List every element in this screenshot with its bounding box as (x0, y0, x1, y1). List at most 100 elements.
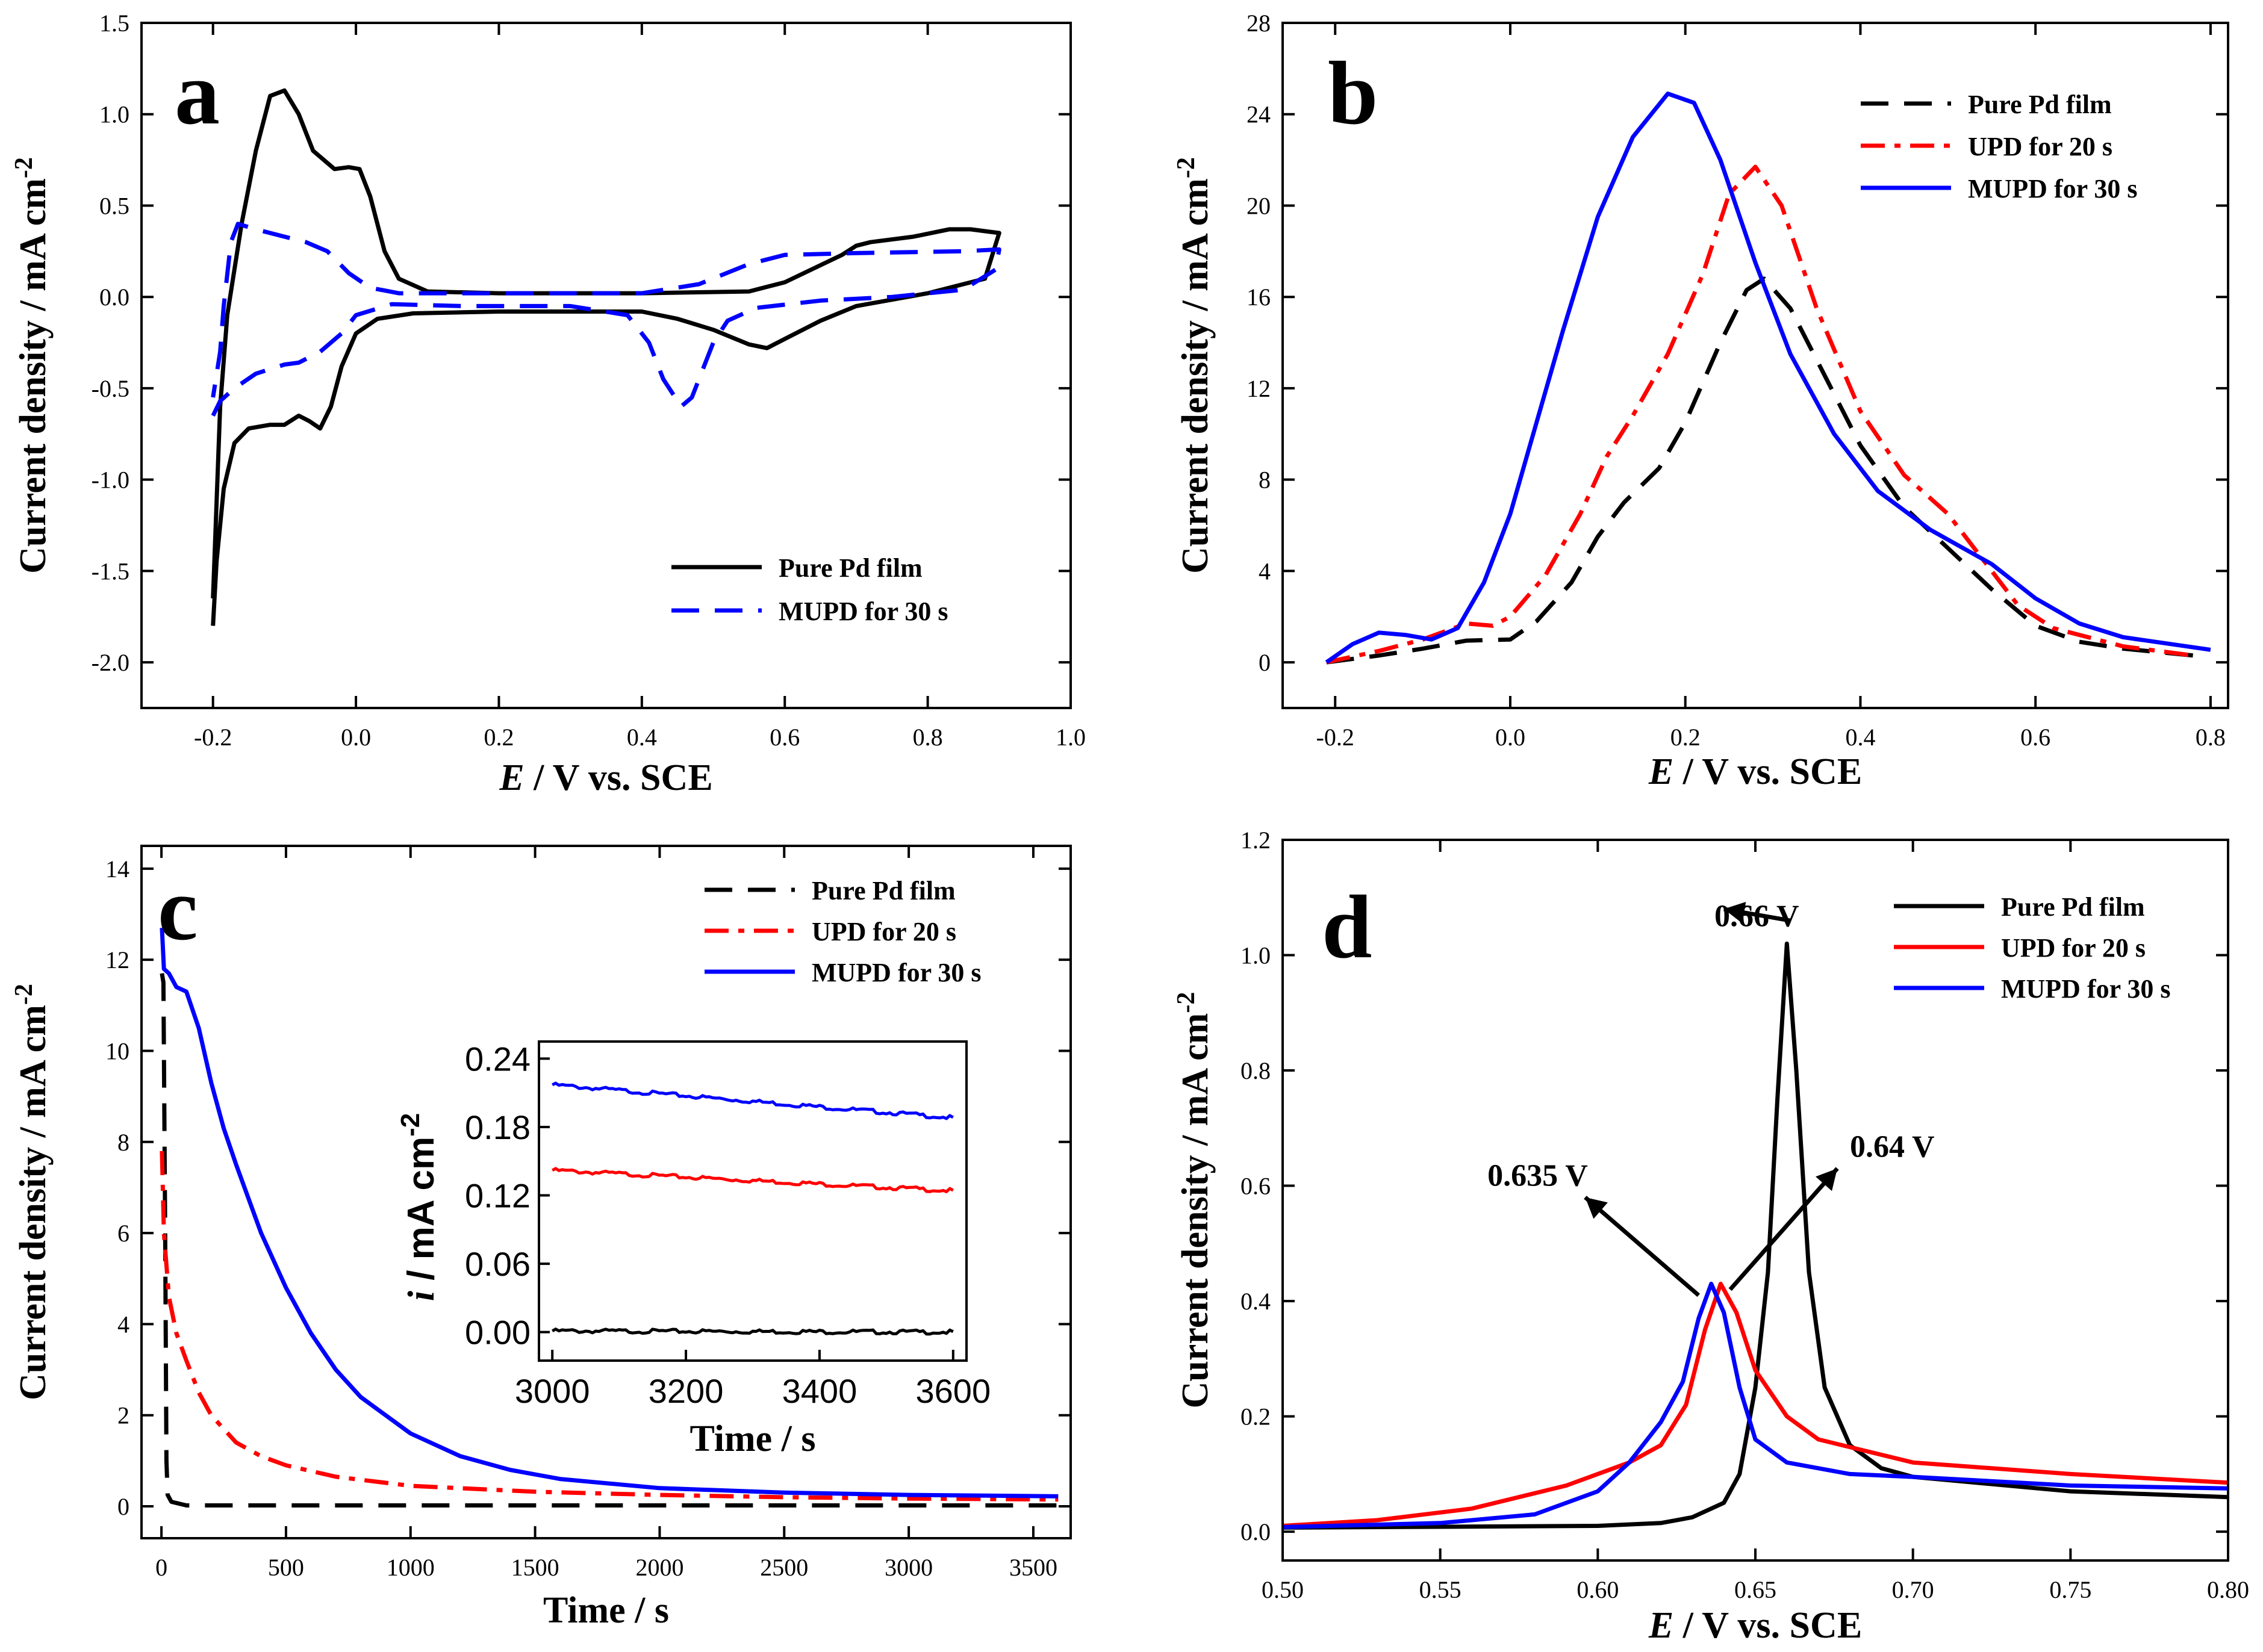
legend-label: MUPD for 30 s (779, 597, 948, 626)
x-tick-label: 0.6 (2020, 724, 2050, 751)
annotation-arrowhead (1585, 1197, 1608, 1219)
inset-x-tick-label: 3200 (649, 1372, 724, 1410)
inset-y-tick-label: 0.18 (465, 1108, 531, 1146)
x-tick-label: -0.2 (1316, 724, 1354, 751)
inset-series-line (551, 1327, 954, 1336)
x-tick-label: 0.4 (627, 724, 657, 751)
x-axis-title: E / V vs. SCE (1648, 751, 1862, 792)
x-tick-label: 0.4 (1845, 724, 1875, 751)
x-tick-label: 500 (268, 1554, 304, 1581)
annotation-arrowhead (1723, 902, 1746, 924)
y-tick-label: 0.2 (1240, 1403, 1271, 1430)
y-tick-label: 8 (117, 1129, 129, 1156)
y-tick-label: 0.6 (1240, 1173, 1271, 1200)
x-tick-label: 0.80 (2207, 1576, 2249, 1603)
y-tick-label: 12 (1247, 375, 1271, 402)
plot-frame-a (140, 22, 1072, 709)
x-tick-label: 0.6 (770, 724, 800, 751)
y-axis-title-sup: -2 (1172, 157, 1200, 178)
y-tick-label: 0.0 (99, 284, 129, 311)
y-axis-title-text: Current density / mA cm (1175, 178, 1216, 574)
y-tick-label: 20 (1247, 192, 1271, 219)
y-tick-label: 10 (105, 1037, 129, 1064)
series-line-c-1 (160, 1150, 1059, 1502)
y-tick-label: 4 (1259, 557, 1271, 585)
x-tick-label: 1.0 (1056, 724, 1086, 751)
y-axis-title-text: Current density / mA cm (13, 178, 54, 574)
panel-label: b (1328, 43, 1378, 143)
y-tick-label: 2 (117, 1402, 129, 1429)
x-tick-label: 0.0 (341, 724, 371, 751)
legend-label: Pure Pd film (2001, 892, 2145, 922)
y-tick-label: 0.0 (1240, 1518, 1271, 1545)
x-tick-label: 3000 (885, 1554, 933, 1581)
x-tick-label: 0.8 (913, 724, 943, 751)
inset-frame (538, 1040, 968, 1362)
y-axis-title-text: Current density / mA cm (13, 1005, 54, 1400)
plot-frame-b (1281, 22, 2229, 709)
legend-label: MUPD for 30 s (812, 958, 981, 987)
inset-y-axis-sup: -2 (396, 1113, 425, 1137)
panel-label: a (175, 43, 220, 143)
x-tick-label: 2500 (760, 1554, 808, 1581)
inset-y-axis-symbol: i (401, 1291, 442, 1301)
y-tick-label: 1.2 (1240, 827, 1271, 854)
annotation-label: 0.635 V (1487, 1159, 1588, 1193)
y-tick-label: 12 (105, 946, 129, 974)
x-axis-title-text: / V vs. SCE (525, 757, 713, 798)
x-tick-label: 0.60 (1577, 1576, 1619, 1603)
series-line-d-1 (1282, 1281, 2229, 1528)
x-tick-label: 0.8 (2196, 724, 2226, 751)
x-axis-title: E / V vs. SCE (1648, 1605, 1862, 1646)
series-line-c-0 (160, 973, 1059, 1508)
y-tick-label: 0 (117, 1493, 129, 1520)
y-tick-label: 14 (105, 856, 129, 883)
y-tick-label: 0 (1259, 649, 1271, 676)
y-tick-label: 28 (1247, 10, 1271, 37)
legend-label: Pure Pd film (779, 553, 923, 583)
y-axis-title: Current density / mA cm-2 (10, 157, 54, 574)
x-axis-title-text: Time / s (543, 1590, 669, 1631)
y-tick-label: 4 (117, 1311, 129, 1338)
series-line-d-2 (1282, 1281, 2229, 1529)
y-tick-label: 6 (117, 1220, 129, 1247)
annotation-arrow (1584, 1196, 1701, 1297)
y-tick-label: -1.5 (92, 557, 129, 585)
y-axis-title: Current density / mA cm-2 (1172, 992, 1216, 1409)
inset-series-line (552, 1081, 954, 1120)
y-axis-title-sup: -2 (1172, 992, 1200, 1013)
x-axis-title-text: / V vs. SCE (1673, 1605, 1862, 1646)
series-line-c-2 (160, 928, 1059, 1498)
x-axis-title-symbol: E (499, 757, 524, 798)
inset-y-axis-text: / mA cm (400, 1137, 442, 1291)
x-tick-label: 0.2 (484, 724, 514, 751)
x-tick-label: 0.0 (1495, 724, 1525, 751)
series-line-b-1 (1325, 164, 2194, 665)
annotation-arrow (1728, 1167, 1839, 1291)
x-tick-label: 0.70 (1892, 1576, 1934, 1603)
y-tick-label: -0.5 (92, 375, 129, 402)
y-tick-label: 1.0 (1240, 942, 1271, 969)
legend-label: MUPD for 30 s (1968, 174, 2137, 203)
legend-label: Pure Pd film (812, 876, 956, 905)
x-tick-label: 0 (155, 1554, 167, 1581)
inset-x-tick-label: 3600 (916, 1372, 991, 1410)
panel-c: 0 500 1000 1500 2000 2500 3000 3500 0 2 4 6 8 10 12 14 T… (10, 845, 1072, 1631)
y-tick-label: 24 (1247, 101, 1271, 128)
y-tick-label: 0.4 (1240, 1288, 1271, 1315)
inset-series-line (552, 1167, 954, 1194)
inset-y-axis-title: i / mA cm-2 (396, 1113, 442, 1301)
y-axis-title-sup: -2 (10, 984, 38, 1005)
y-tick-label: 8 (1259, 467, 1271, 494)
inset-chart: 3000 3200 3400 3600 0.00 0.06 0.12 0.18 0.24 Time… (396, 1040, 991, 1459)
panel-b: -0.2 0.0 0.2 0.4 0.6 0.8 0 4 8 12 16 20 24 28 E / V vs… (1172, 10, 2229, 792)
x-axis-title-symbol: E (1648, 1605, 1673, 1646)
y-tick-label: 0.5 (99, 192, 129, 219)
series-line-b-2 (1325, 92, 2211, 664)
x-tick-label: 0.75 (2049, 1576, 2091, 1603)
legend-label: MUPD for 30 s (2001, 974, 2170, 1004)
annotation-label: 0.64 V (1850, 1130, 1935, 1164)
x-axis-title-text: / V vs. SCE (1673, 751, 1862, 792)
panel-label: c (158, 859, 198, 959)
